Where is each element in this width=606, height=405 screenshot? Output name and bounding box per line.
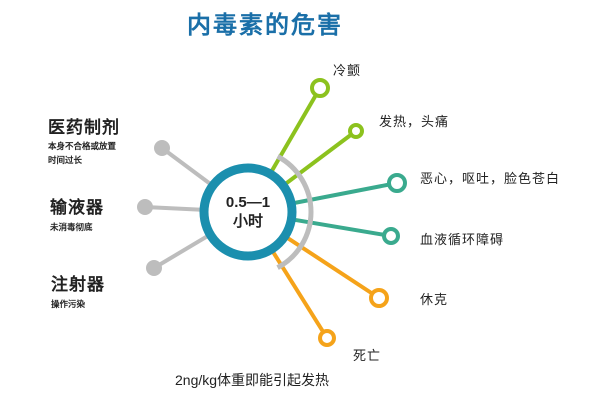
effect-label: 恶心，呕吐，脸色苍白 <box>420 172 561 187</box>
center-label: 0.5—1 小时 <box>203 193 293 231</box>
source-label: 注射器 <box>51 275 105 295</box>
effect-label: 休克 <box>420 293 449 308</box>
effect-label: 冷颤 <box>333 64 362 79</box>
page-title: 内毒素的危害 <box>187 10 343 39</box>
effect-node <box>382 227 400 245</box>
center-line1: 0.5—1 <box>225 194 271 211</box>
source-sub: 操作污染 <box>51 300 86 310</box>
time-arc <box>276 154 314 270</box>
source-sub: 未消毒彻底 <box>50 223 93 233</box>
effect-node <box>318 329 336 347</box>
source-label: 输液器 <box>50 198 104 218</box>
footer-note: 2ng/kg体重即能引起发热 <box>175 372 330 388</box>
source-dot <box>146 260 162 276</box>
center-line2: 小时 <box>232 213 263 230</box>
effect-label: 血液循环障碍 <box>420 233 505 248</box>
source-dot <box>154 140 170 156</box>
effect-label: 死亡 <box>353 349 382 364</box>
effect-node <box>387 173 407 193</box>
source-label: 医药制剂 <box>48 118 120 138</box>
effect-node <box>369 288 389 308</box>
effect-node <box>310 78 330 98</box>
effect-label: 发热，头痛 <box>379 115 450 130</box>
source-sub: 本身不合格或放置 <box>48 142 117 152</box>
center-ring <box>199 163 297 261</box>
effect-node <box>348 123 364 139</box>
source-sub: 时间过长 <box>48 156 83 166</box>
source-dot <box>137 199 153 215</box>
